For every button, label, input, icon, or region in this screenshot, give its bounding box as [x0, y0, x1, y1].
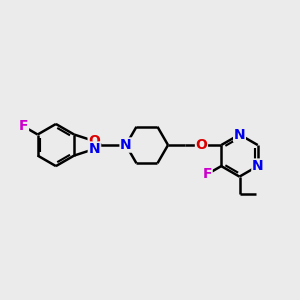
Text: N: N — [252, 159, 263, 173]
Text: N: N — [234, 128, 245, 142]
Text: F: F — [202, 167, 212, 181]
Text: N: N — [88, 142, 100, 156]
Text: N: N — [120, 138, 132, 152]
Text: O: O — [88, 134, 100, 148]
Text: F: F — [19, 119, 28, 134]
Text: O: O — [196, 138, 207, 152]
